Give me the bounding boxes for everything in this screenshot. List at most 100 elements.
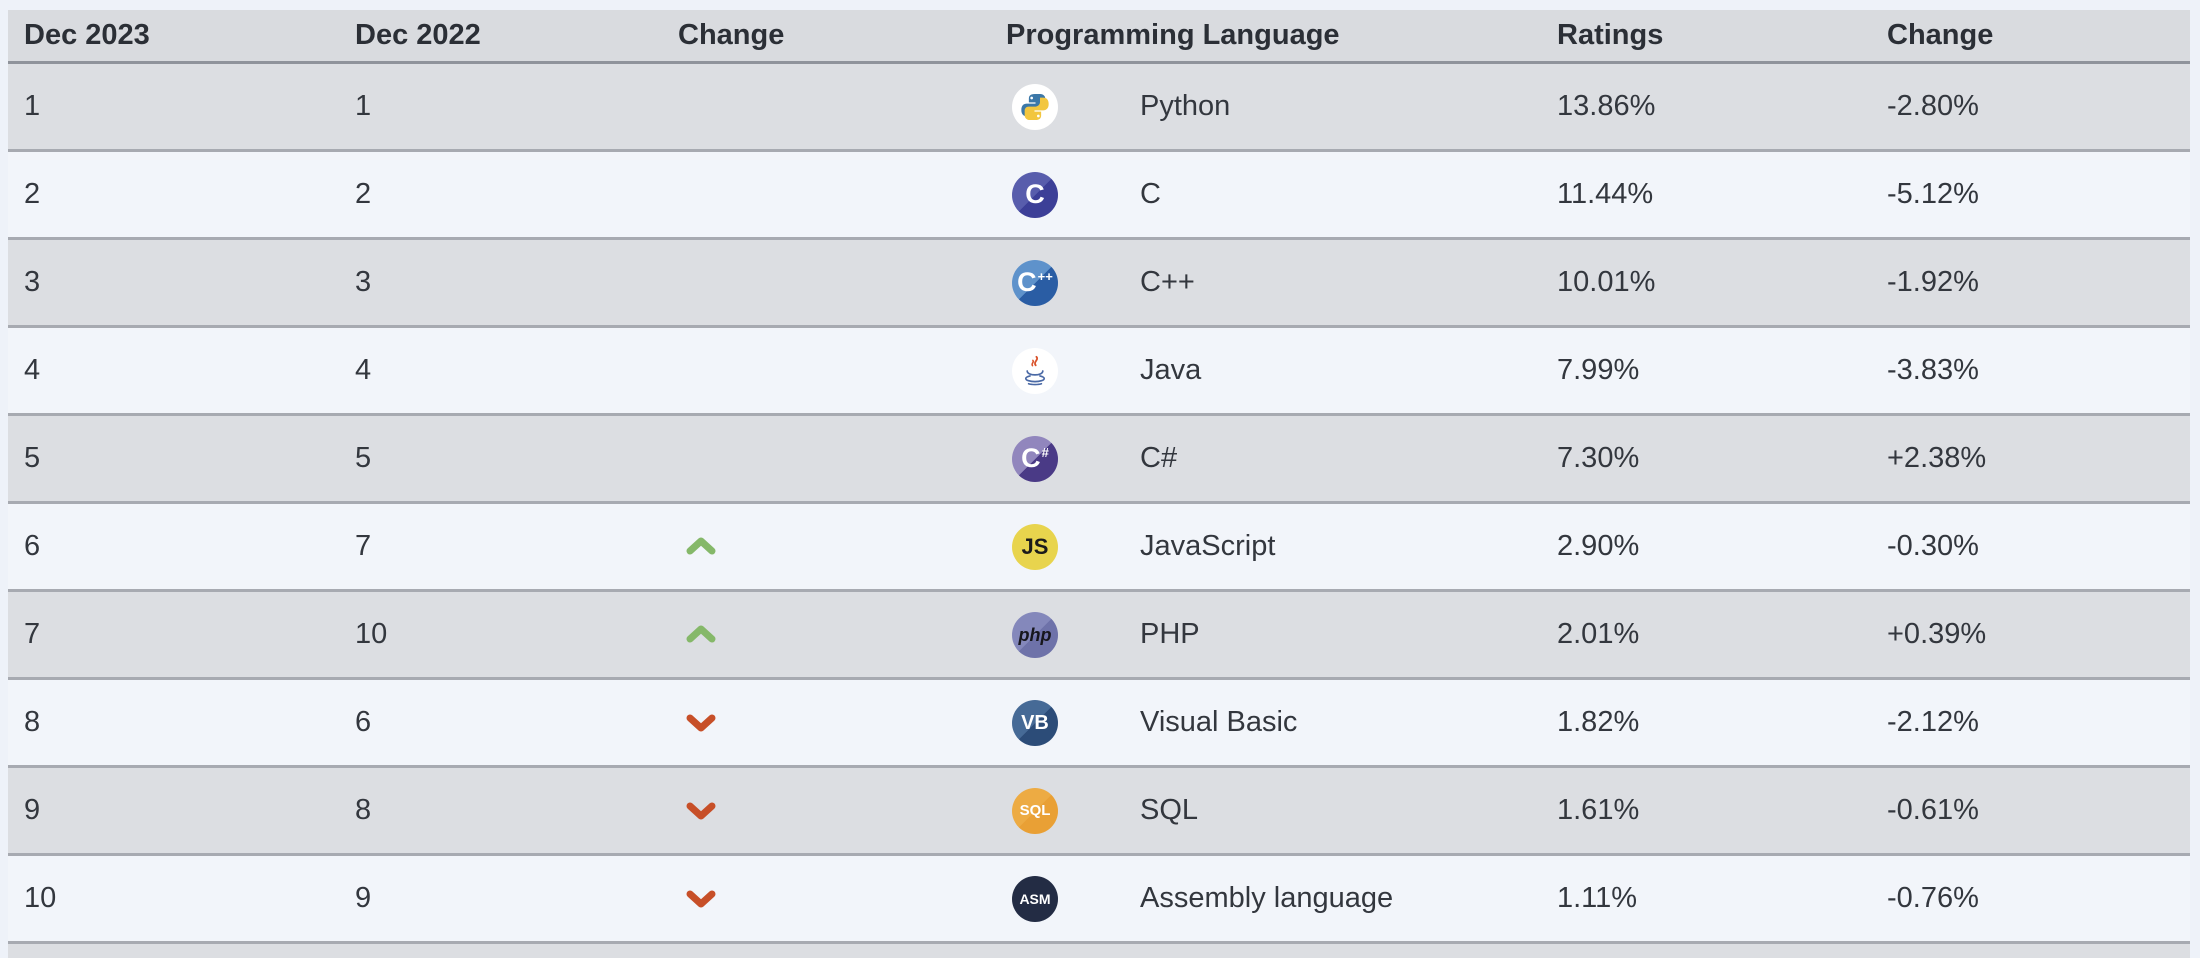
rank-change-indicator <box>662 536 990 557</box>
ratings-change-value: -5.12% <box>1887 178 1979 210</box>
rank-change-indicator <box>662 888 990 909</box>
rank-dec-2022: 1 <box>355 90 372 122</box>
php-icon: php <box>1012 611 1058 658</box>
python-logo <box>1021 93 1049 120</box>
language-name: PHP <box>1140 618 1200 650</box>
column-header-programming-language: Programming Language <box>1006 19 1340 51</box>
ratings-change-value: -0.61% <box>1887 794 1979 826</box>
down-arrow-icon <box>686 802 716 820</box>
rank-dec-2022: 10 <box>355 618 388 650</box>
ratings-change-value: -2.12% <box>1887 706 1979 738</box>
ratings-value: 1.82% <box>1557 706 1640 738</box>
up-arrow-icon <box>686 625 716 643</box>
table-row: 8 6 VB Visual Basic 1.82% -2.12% <box>8 680 2190 768</box>
language-cell: php PHP <box>990 611 1541 658</box>
csharp-icon: C # <box>1012 435 1058 482</box>
ratings-value: 13.86% <box>1557 90 1656 122</box>
language-name: C# <box>1140 442 1178 474</box>
python-icon <box>1012 83 1058 130</box>
rank-change-indicator <box>662 800 990 821</box>
language-name: Visual Basic <box>1140 706 1298 738</box>
rank-dec-2022: 4 <box>355 354 372 386</box>
ratings-change-value: -0.76% <box>1887 882 1979 914</box>
table-row: 6 7 JS JavaScript 2.90% -0.30% <box>8 504 2190 592</box>
rank-dec-2022: 6 <box>355 706 372 738</box>
table-header-row: Dec 2023 Dec 2022 Change Programming Lan… <box>8 10 2190 64</box>
javascript-icon: JS <box>1012 523 1058 570</box>
column-header-dec-2022: Dec 2022 <box>355 19 481 51</box>
java-logo <box>1024 355 1046 385</box>
language-name: JavaScript <box>1140 530 1276 562</box>
rank-dec-2023: 8 <box>24 706 41 738</box>
ratings-value: 7.30% <box>1557 442 1640 474</box>
up-arrow-icon <box>686 537 716 555</box>
rank-dec-2022: 8 <box>355 794 372 826</box>
ratings-change-value: -2.80% <box>1887 90 1979 122</box>
language-cell: VB Visual Basic <box>990 699 1541 746</box>
language-cell: C ++ C++ <box>990 259 1541 306</box>
rank-dec-2023: 6 <box>24 530 41 562</box>
column-header-ratings: Ratings <box>1557 19 1664 51</box>
ratings-change-value: -0.30% <box>1887 530 1979 562</box>
rank-dec-2023: 10 <box>24 882 57 914</box>
rank-change-indicator <box>662 712 990 733</box>
rank-dec-2022: 7 <box>355 530 372 562</box>
down-arrow-icon <box>686 714 716 732</box>
column-header-rank-change: Change <box>678 19 785 51</box>
sql-icon: SQL <box>1012 787 1058 834</box>
table-body: 1 1 Python 13.86% -2.80% 2 2 C C 11.44% -5.12% 3 3 C +… <box>8 64 2190 944</box>
down-arrow-icon <box>686 890 716 908</box>
language-cell: C # C# <box>990 435 1541 482</box>
language-name: C <box>1140 178 1161 210</box>
table-row: 2 2 C C 11.44% -5.12% <box>8 152 2190 240</box>
column-header-dec-2023: Dec 2023 <box>24 19 150 51</box>
ratings-value: 2.01% <box>1557 618 1640 650</box>
table-row: 4 4 Java 7.99% -3.83% <box>8 328 2190 416</box>
table-row: 1 1 Python 13.86% -2.80% <box>8 64 2190 152</box>
rank-dec-2022: 9 <box>355 882 372 914</box>
language-name: C++ <box>1140 266 1195 298</box>
ratings-value: 1.11% <box>1557 882 1638 914</box>
ratings-value: 2.90% <box>1557 530 1640 562</box>
c-icon: C <box>1012 171 1058 218</box>
ratings-change-value: -1.92% <box>1887 266 1979 298</box>
language-cell: Python <box>990 83 1541 130</box>
assembly-icon: ASM <box>1012 875 1058 922</box>
table-row: 7 10 php PHP 2.01% +0.39% <box>8 592 2190 680</box>
ratings-change-value: -3.83% <box>1887 354 1979 386</box>
language-name: SQL <box>1140 794 1199 826</box>
rank-dec-2023: 3 <box>24 266 41 298</box>
rank-change-indicator <box>662 624 990 645</box>
language-name: Assembly language <box>1140 882 1394 914</box>
language-name: Python <box>1140 90 1231 122</box>
language-cell: ASM Assembly language <box>990 875 1541 922</box>
java-icon <box>1012 347 1058 394</box>
column-header-ratings-change: Change <box>1887 19 1994 51</box>
table-row: 9 8 SQL SQL 1.61% -0.61% <box>8 768 2190 856</box>
table-row: 10 9 ASM Assembly language 1.11% -0.76% <box>8 856 2190 944</box>
ratings-value: 1.61% <box>1557 794 1640 826</box>
ratings-change-value: +0.39% <box>1887 618 1987 650</box>
rank-dec-2023: 7 <box>24 618 41 650</box>
language-cell: SQL SQL <box>990 787 1541 834</box>
next-row-partial <box>8 944 2190 958</box>
language-name: Java <box>1140 354 1202 386</box>
rank-dec-2022: 2 <box>355 178 372 210</box>
visual-basic-icon: VB <box>1012 699 1058 746</box>
ratings-value: 10.01% <box>1557 266 1656 298</box>
rank-dec-2023: 4 <box>24 354 41 386</box>
table-row: 3 3 C ++ C++ 10.01% -1.92% <box>8 240 2190 328</box>
table-row: 5 5 C # C# 7.30% +2.38% <box>8 416 2190 504</box>
rank-dec-2023: 1 <box>24 90 41 122</box>
cpp-icon: C ++ <box>1012 259 1058 306</box>
language-cell: JS JavaScript <box>990 523 1541 570</box>
rank-dec-2023: 2 <box>24 178 41 210</box>
ratings-value: 11.44% <box>1557 178 1654 210</box>
rank-dec-2022: 3 <box>355 266 372 298</box>
rank-dec-2023: 9 <box>24 794 41 826</box>
tiobe-index-table: Dec 2023 Dec 2022 Change Programming Lan… <box>8 10 2190 958</box>
rank-dec-2022: 5 <box>355 442 372 474</box>
ratings-change-value: +2.38% <box>1887 442 1987 474</box>
language-cell: Java <box>990 347 1541 394</box>
